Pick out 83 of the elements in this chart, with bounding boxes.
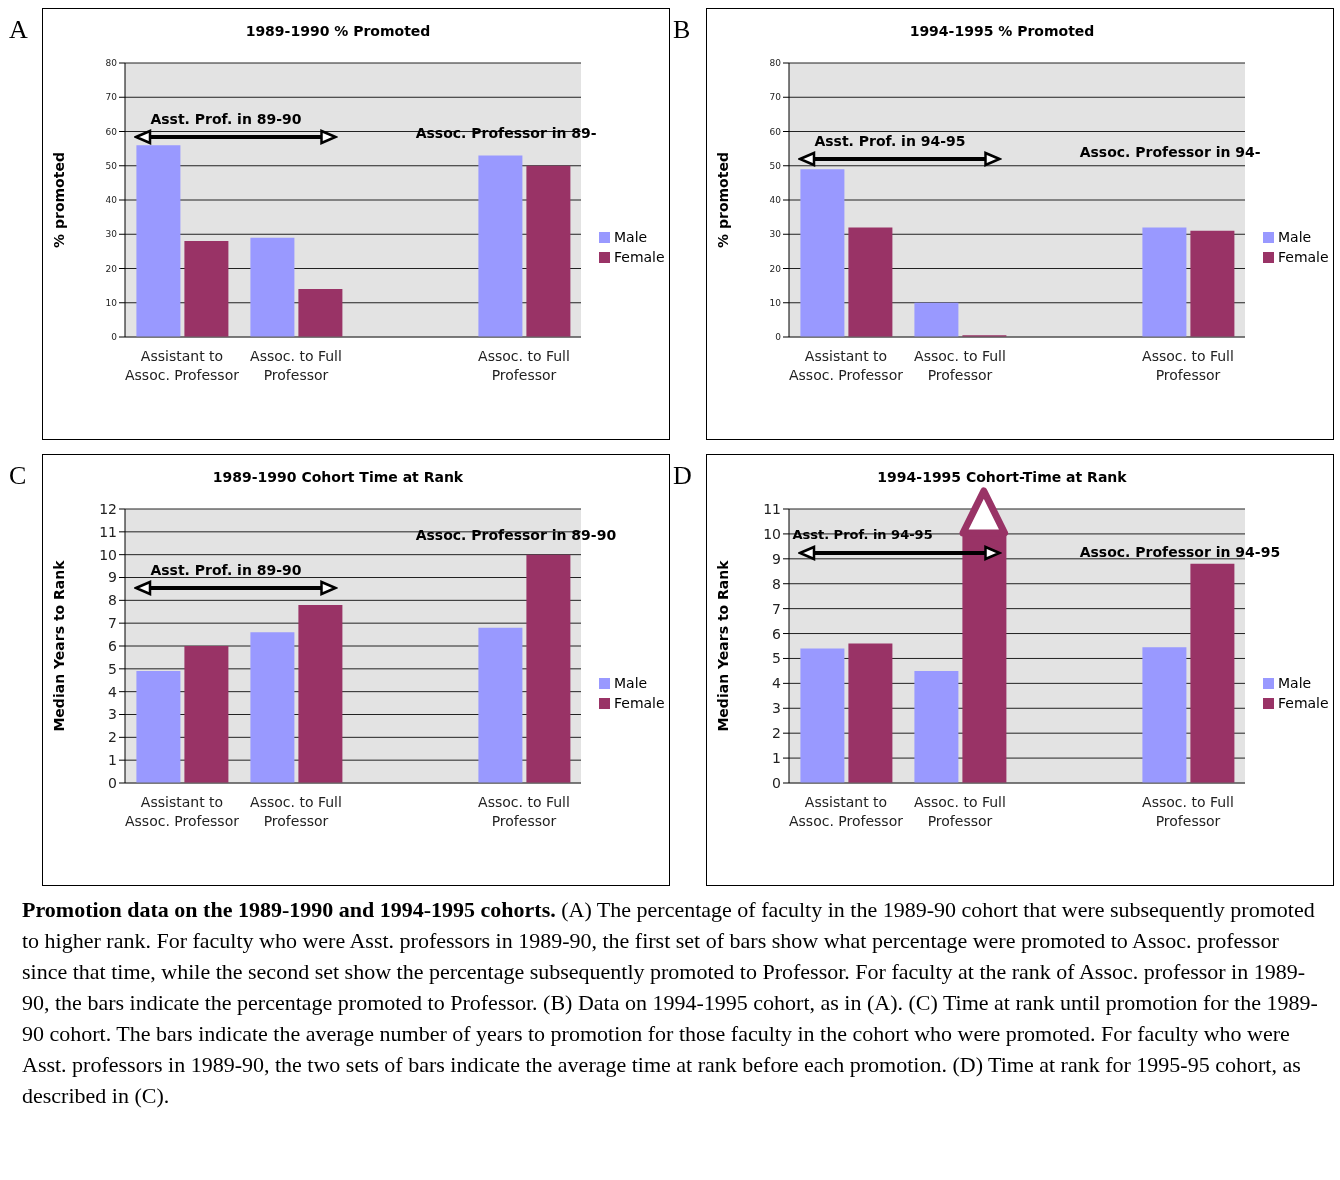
- annotation: Assoc. Professor in 94-: [1079, 144, 1261, 161]
- y-tick-label: 50: [769, 160, 782, 171]
- annotation: Assoc. Professor in 89-90: [415, 527, 617, 544]
- legend-label: Female: [1277, 249, 1329, 265]
- y-tick-label: 20: [105, 263, 118, 274]
- chart-title: 1994-1995 Cohort-Time at Rank: [876, 469, 1128, 485]
- y-tick-label: 10: [763, 525, 781, 542]
- text: D: [673, 461, 692, 491]
- x-tick-label: Assoc. to Full Professor: [1142, 348, 1234, 383]
- y-tick-label: 11: [99, 523, 117, 540]
- chart-title: 1989-1990 Cohort Time at Rank: [211, 469, 465, 485]
- text: Promotion data on the 1989-1990 and 1994-1995 cohorts.: [22, 897, 556, 922]
- x-tick-label: Assistant to Assoc. Professor: [125, 794, 240, 829]
- y-tick-label: 10: [105, 297, 118, 308]
- y-tick-label: 60: [769, 126, 782, 137]
- y-tick-label: 60: [105, 126, 118, 137]
- x-tick-label: Assoc. to Full Professor: [1142, 794, 1234, 829]
- y-tick-label: 5: [108, 660, 117, 677]
- legend-label: Female: [1277, 695, 1329, 711]
- legend-label: Male: [1277, 675, 1313, 691]
- text: C: [9, 461, 27, 491]
- y-tick-label: 40: [105, 195, 118, 206]
- y-tick-label: 12: [99, 500, 117, 517]
- y-axis-title: Median Years to Rank: [714, 559, 731, 732]
- y-tick-label: 1: [772, 750, 781, 767]
- y-tick-label: 70: [105, 92, 118, 103]
- y-tick-label: 2: [772, 725, 781, 742]
- y-tick-label: 8: [108, 592, 117, 609]
- y-tick-label: 5: [772, 650, 781, 667]
- y-tick-label: 20: [769, 263, 782, 274]
- y-tick-label: 40: [769, 195, 782, 206]
- y-tick-label: 11: [763, 500, 781, 517]
- y-tick-label: 30: [769, 229, 782, 240]
- y-axis-title: % promoted: [714, 152, 731, 248]
- y-tick-label: 70: [769, 92, 782, 103]
- y-tick-label: 10: [769, 297, 782, 308]
- text: A: [9, 15, 28, 45]
- y-tick-label: 9: [772, 550, 781, 567]
- y-tick-label: 7: [108, 615, 117, 632]
- y-tick-label: 30: [105, 229, 118, 240]
- y-tick-label: 3: [108, 706, 117, 723]
- x-tick-label: Assistant to Assoc. Professor: [125, 348, 240, 383]
- legend-label: Male: [613, 675, 649, 691]
- chart-title: 1994-1995 % Promoted: [908, 23, 1096, 39]
- y-tick-label: 1: [108, 752, 117, 769]
- x-tick-label: Assoc. to Full Professor: [478, 348, 570, 383]
- annotation: Asst. Prof. in 89-90: [150, 562, 302, 579]
- x-tick-label: Assistant to Assoc. Professor: [789, 348, 904, 383]
- x-tick-label: Assoc. to Full Professor: [914, 348, 1006, 383]
- y-tick-label: 4: [772, 675, 782, 692]
- annotation: Asst. Prof. in 94-95: [814, 132, 966, 149]
- y-tick-label: 50: [105, 160, 118, 171]
- y-tick-label: 0: [111, 332, 118, 343]
- chart-title: 1989-1990 % Promoted: [244, 23, 432, 39]
- y-tick-label: 80: [105, 58, 118, 69]
- y-tick-label: 8: [772, 575, 781, 592]
- y-tick-label: 6: [772, 625, 782, 642]
- y-axis-title: Median Years to Rank: [50, 559, 67, 732]
- y-tick-label: 2: [108, 729, 117, 746]
- y-tick-label: 0: [772, 774, 781, 791]
- y-tick-label: 4: [108, 683, 118, 700]
- text: B: [673, 15, 691, 45]
- y-tick-label: 10: [99, 546, 117, 563]
- y-tick-label: 3: [772, 700, 781, 717]
- y-tick-label: 80: [769, 58, 782, 69]
- legend-label: Female: [613, 249, 665, 265]
- x-tick-label: Assoc. to Full Professor: [250, 794, 342, 829]
- legend-label: Female: [613, 695, 665, 711]
- legend-label: Male: [1277, 229, 1313, 245]
- legend-label: Male: [613, 229, 649, 245]
- annotation: Asst. Prof. in 94-95: [792, 526, 933, 542]
- y-tick-label: 0: [108, 774, 117, 791]
- y-axis-title: % promoted: [50, 152, 67, 248]
- x-tick-label: Assistant to Assoc. Professor: [789, 794, 904, 829]
- y-tick-label: 9: [108, 569, 117, 586]
- y-tick-label: 7: [772, 600, 781, 617]
- annotation: Assoc. Professor in 94-95: [1079, 543, 1281, 560]
- x-tick-label: Assoc. to Full Professor: [478, 794, 570, 829]
- x-tick-label: Assoc. to Full Professor: [250, 348, 342, 383]
- annotation: Asst. Prof. in 89-90: [150, 110, 302, 127]
- y-tick-label: 6: [108, 637, 118, 654]
- x-tick-label: Assoc. to Full Professor: [914, 794, 1006, 829]
- y-tick-label: 0: [775, 332, 782, 343]
